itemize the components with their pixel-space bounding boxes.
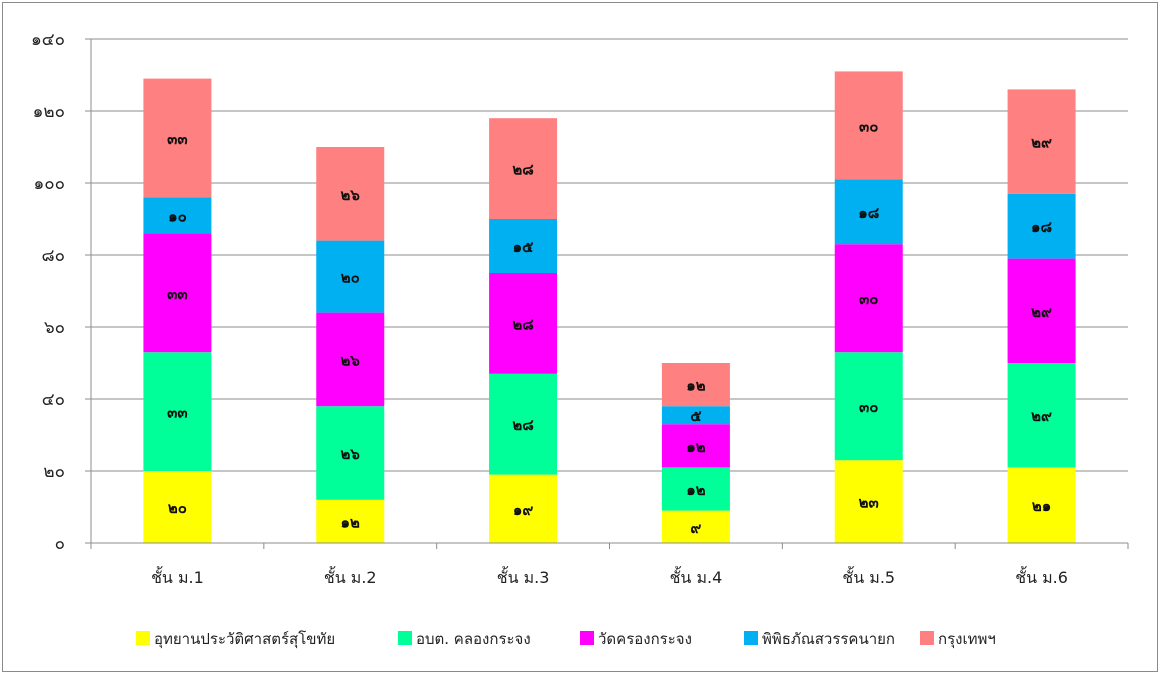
bar-segment <box>834 352 903 461</box>
gridlines <box>91 38 1128 472</box>
legend-label: กรุงเทพฯ <box>938 630 996 649</box>
bar-segment <box>489 219 558 273</box>
legend-label: วัดครองกระจง <box>598 630 692 648</box>
data-label: ๒๖ <box>341 186 361 204</box>
data-label: ๑๒ <box>686 438 706 456</box>
legend-swatch <box>920 631 934 645</box>
bar-segment <box>143 352 212 471</box>
data-label: ๒๓ <box>859 494 879 512</box>
bar-segment <box>316 312 385 407</box>
data-label: ๓๐ <box>859 290 878 308</box>
data-label: ๒๘ <box>512 161 534 179</box>
bar-segment <box>489 373 558 475</box>
x-tick-label: ชั้น ม.1 <box>151 566 204 587</box>
data-label: ๒๘ <box>512 315 534 333</box>
bar-segment <box>661 424 730 468</box>
data-label: ๑๙ <box>513 501 534 519</box>
data-label: ๓๓ <box>167 285 188 303</box>
bar-segment <box>661 363 730 407</box>
legend-swatch <box>398 631 412 645</box>
bars: ๒๐๓๓๓๓๑๐๓๓๑๒๒๖๒๖๒๐๒๖๑๙๒๘๒๘๑๕๒๘๙๑๒๑๒๕๑๒๒๓… <box>143 71 1076 543</box>
data-label: ๑๒ <box>341 513 361 531</box>
bar-segment <box>489 474 558 543</box>
x-tick-label: ชั้น ม.5 <box>842 566 895 587</box>
data-label: ๙ <box>690 519 701 537</box>
data-label: ๓๐ <box>859 398 878 416</box>
data-label: ๓๐ <box>859 117 878 135</box>
data-label: ๑๘ <box>1031 218 1053 236</box>
bar-segment <box>834 179 903 245</box>
data-label: ๑๒ <box>686 481 706 499</box>
data-label: ๒๖ <box>341 445 361 463</box>
data-label: ๑๘ <box>858 204 880 222</box>
bar-segment <box>143 471 212 543</box>
x-axis-labels: ชั้น ม.1 ชั้น ม.2 ชั้น ม.3 ชั้น ม.4 ชั้น ม.5… <box>151 566 1068 587</box>
data-label: ๓๓ <box>167 130 188 148</box>
data-label: ๒๙ <box>1031 303 1052 321</box>
data-label: ๑๐ <box>168 207 187 225</box>
data-label: ๒๙ <box>1031 407 1052 425</box>
y-axis-ticks: ๐ ๒๐ ๔๐ ๖๐ ๘๐ ๑๐๐ ๑๒๐ ๑๔๐ <box>31 30 91 554</box>
bar-segment <box>143 197 212 234</box>
x-tick-label: ชั้น ม.6 <box>1015 566 1068 587</box>
bar-segment <box>316 499 385 543</box>
data-label: ๒๙ <box>1031 134 1052 152</box>
data-label: ๓๓ <box>167 404 188 422</box>
bar-segment <box>143 78 212 198</box>
legend-swatch <box>136 631 150 645</box>
y-tick-label: ๑๐๐ <box>33 174 65 194</box>
bar-segment <box>316 240 385 313</box>
y-tick-label: ๔๐ <box>42 390 65 410</box>
axes <box>90 39 1129 549</box>
bar-segment <box>1007 467 1076 543</box>
bar-segment <box>1007 89 1076 194</box>
y-tick-label: ๒๐ <box>43 462 65 482</box>
data-label: ๑๒ <box>686 377 706 395</box>
bar-segment <box>489 118 558 219</box>
bar-segment <box>316 406 385 500</box>
data-label: ๒๖ <box>341 351 361 369</box>
y-tick-label: ๘๐ <box>42 246 66 266</box>
bar-segment <box>1007 258 1076 363</box>
bar-segment <box>834 244 903 353</box>
bar-segment <box>143 233 212 353</box>
bar-segment <box>489 273 558 374</box>
x-tick-label: ชั้น ม.3 <box>497 566 550 587</box>
bar-segment <box>661 467 730 511</box>
x-tick-label: ชั้น ม.2 <box>324 566 377 587</box>
data-label: ๒๑ <box>1032 497 1051 515</box>
data-label: ๒๘ <box>512 416 534 434</box>
legend-swatch <box>744 631 758 645</box>
legend: อุทยานประวัติศาสตร์สุโขทัย อบต. คลองกระจง… <box>136 630 996 649</box>
bar-segment <box>661 510 730 543</box>
bar-segment <box>316 147 385 241</box>
bar-segment <box>661 406 730 425</box>
bar-segment <box>1007 193 1076 259</box>
legend-label: อุทยานประวัติศาสตร์สุโขทัย <box>154 630 335 649</box>
data-label: ๕ <box>690 407 702 425</box>
y-tick-label: ๑๔๐ <box>31 30 65 50</box>
data-label: ๒๐ <box>341 269 360 287</box>
y-tick-label: ๑๒๐ <box>33 102 65 122</box>
y-tick-label: ๐ <box>55 534 65 554</box>
bar-segment <box>834 71 903 180</box>
x-tick-label: ชั้น ม.4 <box>670 566 723 587</box>
data-label: ๑๕ <box>513 238 535 256</box>
data-label: ๒๐ <box>168 499 187 517</box>
bar-segment <box>834 460 903 543</box>
legend-label: พิพิธภัณสวรรคนายก <box>762 630 895 648</box>
y-tick-label: ๖๐ <box>44 318 65 338</box>
legend-swatch <box>580 631 594 645</box>
legend-label: อบต. คลองกระจง <box>416 630 531 648</box>
bar-segment <box>1007 363 1076 468</box>
